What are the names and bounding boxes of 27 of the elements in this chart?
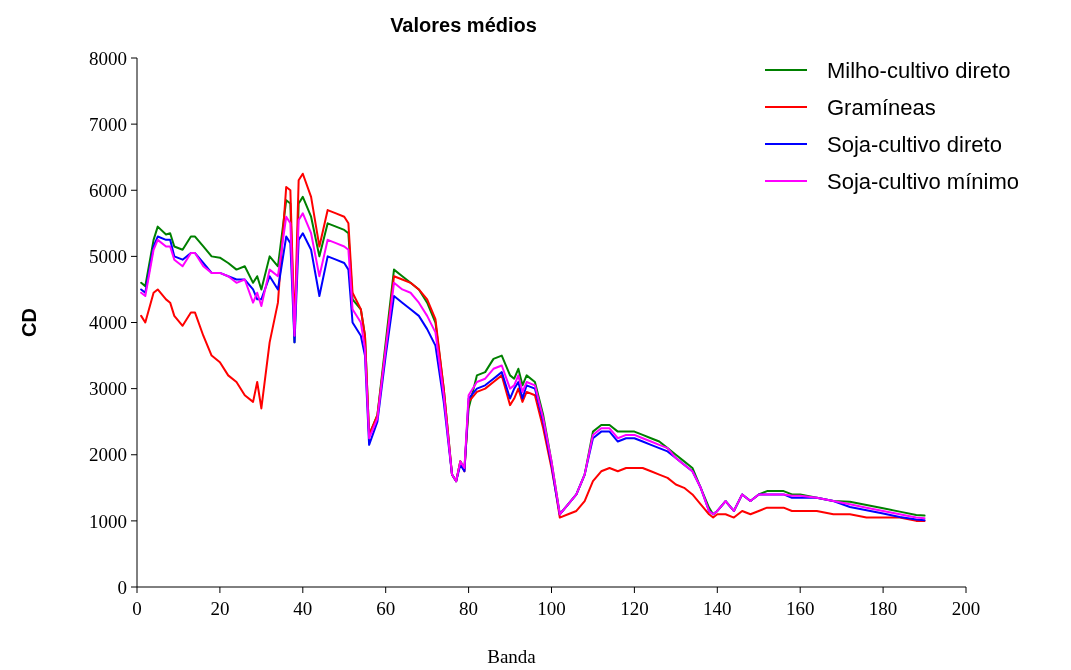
chart-title: Valores médios (390, 14, 537, 36)
x-tick-label: 60 (376, 598, 396, 619)
x-tick-label: 180 (868, 598, 898, 619)
x-tick-label: 80 (459, 598, 479, 619)
y-tick-label: 2000 (89, 444, 127, 466)
x-tick-label: 0 (132, 598, 142, 619)
y-tick-label: 0 (117, 576, 127, 598)
y-axis-title: CD (18, 308, 40, 337)
legend-label: Soja-cultivo mínimo (827, 168, 1019, 194)
y-tick-label: 8000 (89, 47, 127, 69)
y-tick-label: 3000 (89, 378, 127, 400)
y-tick-label: 6000 (89, 179, 127, 201)
x-axis-title: Banda (487, 646, 537, 667)
x-tick-label: 40 (293, 598, 313, 619)
y-tick-label: 7000 (89, 113, 127, 135)
y-tick-label: 5000 (89, 246, 127, 268)
y-tick-label: 4000 (89, 312, 127, 334)
legend-label: Milho-cultivo direto (827, 57, 1011, 83)
x-tick-label: 200 (951, 598, 981, 619)
x-tick-label: 20 (210, 598, 230, 619)
x-tick-label: 100 (537, 598, 566, 619)
x-tick-label: 160 (785, 598, 815, 619)
legend-label: Soja-cultivo direto (827, 131, 1002, 157)
y-tick-label: 1000 (89, 510, 127, 532)
legend-label: Gramíneas (827, 94, 936, 120)
x-tick-label: 140 (703, 598, 732, 619)
x-tick-label: 120 (620, 598, 649, 619)
